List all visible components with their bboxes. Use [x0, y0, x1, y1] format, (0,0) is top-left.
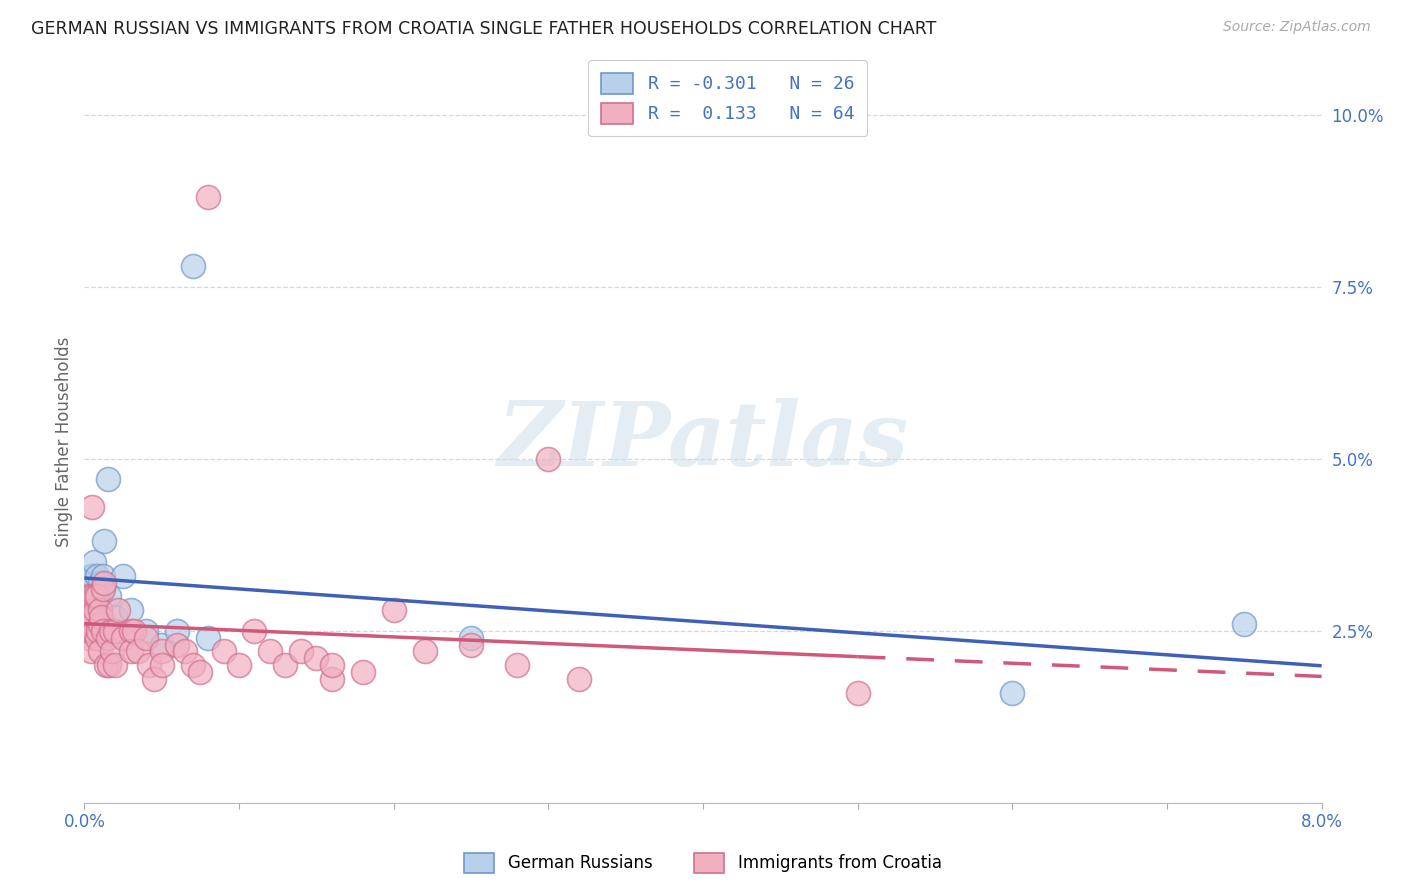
Point — [98, 658, 121, 673]
Point — [112, 631, 135, 645]
Point — [86, 568, 108, 582]
Point — [188, 665, 211, 679]
Point — [86, 590, 108, 604]
Point — [382, 603, 405, 617]
Point — [1001, 686, 1024, 700]
Point — [76, 610, 98, 624]
Point — [82, 616, 104, 631]
Point — [84, 590, 107, 604]
Point — [197, 631, 219, 645]
Point — [104, 658, 127, 673]
Point — [460, 638, 482, 652]
Point — [321, 658, 343, 673]
Point — [243, 624, 266, 638]
Point — [290, 644, 312, 658]
Point — [86, 631, 108, 645]
Point — [82, 568, 104, 582]
Point — [87, 603, 110, 617]
Point — [138, 658, 160, 673]
Point — [181, 658, 204, 673]
Point — [98, 590, 121, 604]
Point — [89, 603, 111, 617]
Point — [135, 624, 157, 638]
Point — [94, 658, 117, 673]
Point — [91, 568, 114, 582]
Point — [91, 624, 114, 638]
Point — [104, 624, 127, 638]
Point — [82, 500, 104, 514]
Point — [1233, 616, 1256, 631]
Point — [107, 603, 129, 617]
Point — [228, 658, 250, 673]
Point — [100, 624, 122, 638]
Point — [77, 575, 100, 590]
Point — [96, 472, 118, 486]
Point — [77, 631, 100, 645]
Point — [135, 631, 157, 645]
Point — [568, 672, 591, 686]
Point — [460, 631, 482, 645]
Point — [101, 644, 124, 658]
Point — [506, 658, 529, 673]
Point — [259, 644, 281, 658]
Point — [150, 658, 173, 673]
Point — [76, 616, 98, 631]
Point — [122, 624, 145, 638]
Point — [150, 638, 173, 652]
Point — [93, 534, 115, 549]
Point — [77, 590, 100, 604]
Point — [120, 624, 142, 638]
Point — [75, 624, 97, 638]
Point — [112, 568, 135, 582]
Point — [79, 568, 101, 582]
Point — [104, 610, 127, 624]
Point — [82, 616, 104, 631]
Point — [93, 575, 115, 590]
Point — [84, 603, 107, 617]
Point — [352, 665, 374, 679]
Point — [181, 259, 204, 273]
Point — [90, 610, 112, 624]
Text: ZIPatlas: ZIPatlas — [498, 399, 908, 484]
Point — [83, 624, 105, 638]
Point — [82, 590, 104, 604]
Point — [166, 638, 188, 652]
Point — [321, 672, 343, 686]
Legend: German Russians, Immigrants from Croatia: German Russians, Immigrants from Croatia — [458, 847, 948, 880]
Point — [143, 672, 166, 686]
Point — [76, 603, 98, 617]
Point — [274, 658, 297, 673]
Text: Source: ZipAtlas.com: Source: ZipAtlas.com — [1223, 20, 1371, 34]
Point — [87, 624, 110, 638]
Point — [79, 644, 101, 658]
Point — [89, 644, 111, 658]
Point — [79, 624, 101, 638]
Point — [83, 610, 105, 624]
Point — [413, 644, 436, 658]
Point — [150, 644, 173, 658]
Point — [83, 555, 105, 569]
Point — [120, 603, 142, 617]
Point — [197, 190, 219, 204]
Point — [96, 631, 118, 645]
Legend: R = -0.301   N = 26, R =  0.133   N = 64: R = -0.301 N = 26, R = 0.133 N = 64 — [588, 61, 868, 136]
Point — [89, 590, 111, 604]
Point — [174, 644, 197, 658]
Point — [127, 644, 149, 658]
Point — [89, 616, 111, 631]
Point — [166, 624, 188, 638]
Point — [91, 582, 114, 597]
Point — [120, 644, 142, 658]
Point — [846, 686, 869, 700]
Point — [89, 575, 111, 590]
Point — [537, 451, 560, 466]
Y-axis label: Single Father Households: Single Father Households — [55, 336, 73, 547]
Point — [84, 590, 107, 604]
Text: GERMAN RUSSIAN VS IMMIGRANTS FROM CROATIA SINGLE FATHER HOUSEHOLDS CORRELATION C: GERMAN RUSSIAN VS IMMIGRANTS FROM CROATI… — [31, 20, 936, 37]
Point — [305, 651, 328, 665]
Point — [212, 644, 235, 658]
